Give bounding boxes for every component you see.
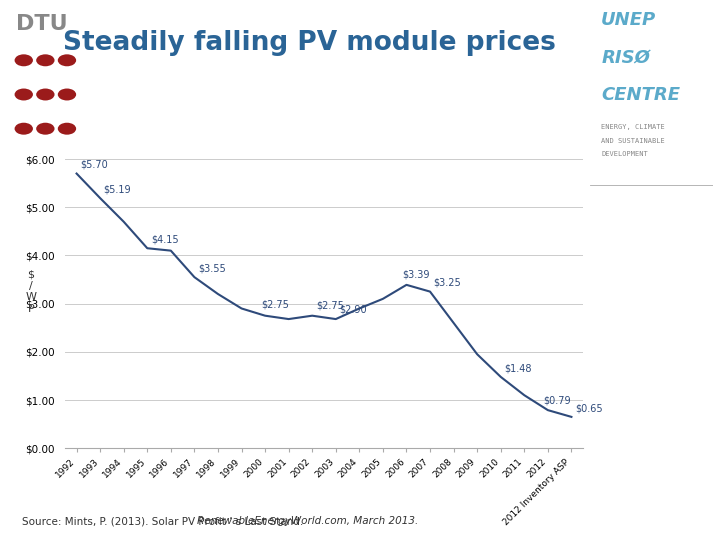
Ellipse shape	[36, 123, 55, 134]
Text: AND SUSTAINABLE: AND SUSTAINABLE	[601, 138, 665, 144]
Text: $5.70: $5.70	[80, 160, 108, 170]
Text: $0.65: $0.65	[575, 403, 603, 413]
Text: DTU: DTU	[16, 14, 68, 33]
Text: $1.48: $1.48	[504, 363, 532, 373]
Text: RISØ: RISØ	[601, 49, 650, 66]
Text: $3.39: $3.39	[402, 269, 429, 279]
Ellipse shape	[58, 89, 76, 100]
Ellipse shape	[58, 123, 76, 134]
Text: Steadily falling PV module prices: Steadily falling PV module prices	[63, 30, 556, 56]
Text: $2.90: $2.90	[339, 304, 367, 314]
Text: ENERGY, CLIMATE: ENERGY, CLIMATE	[601, 124, 665, 130]
Ellipse shape	[58, 55, 76, 66]
Text: UNEP: UNEP	[601, 11, 657, 29]
Text: RenewableEnergyWorld.com, March 2013.: RenewableEnergyWorld.com, March 2013.	[197, 516, 418, 526]
Text: $4.15: $4.15	[150, 234, 179, 245]
Text: $5.19: $5.19	[104, 184, 131, 194]
Text: $0.79: $0.79	[543, 395, 571, 406]
Ellipse shape	[14, 89, 33, 100]
Text: Source: Mints, P. (2013). Solar PV Profit ’ s Last Stand.: Source: Mints, P. (2013). Solar PV Profi…	[22, 516, 306, 526]
Ellipse shape	[14, 55, 33, 66]
Ellipse shape	[14, 123, 33, 134]
Text: $3.25: $3.25	[433, 278, 462, 288]
Text: $2.75: $2.75	[316, 301, 343, 311]
Text: DEVELOPMENT: DEVELOPMENT	[601, 151, 648, 157]
Ellipse shape	[36, 89, 55, 100]
Text: $3.55: $3.55	[198, 264, 225, 273]
Text: $
/
W
P: $ / W P	[26, 269, 37, 314]
Text: $2.75: $2.75	[261, 300, 289, 310]
Text: CENTRE: CENTRE	[601, 86, 680, 104]
Ellipse shape	[36, 55, 55, 66]
